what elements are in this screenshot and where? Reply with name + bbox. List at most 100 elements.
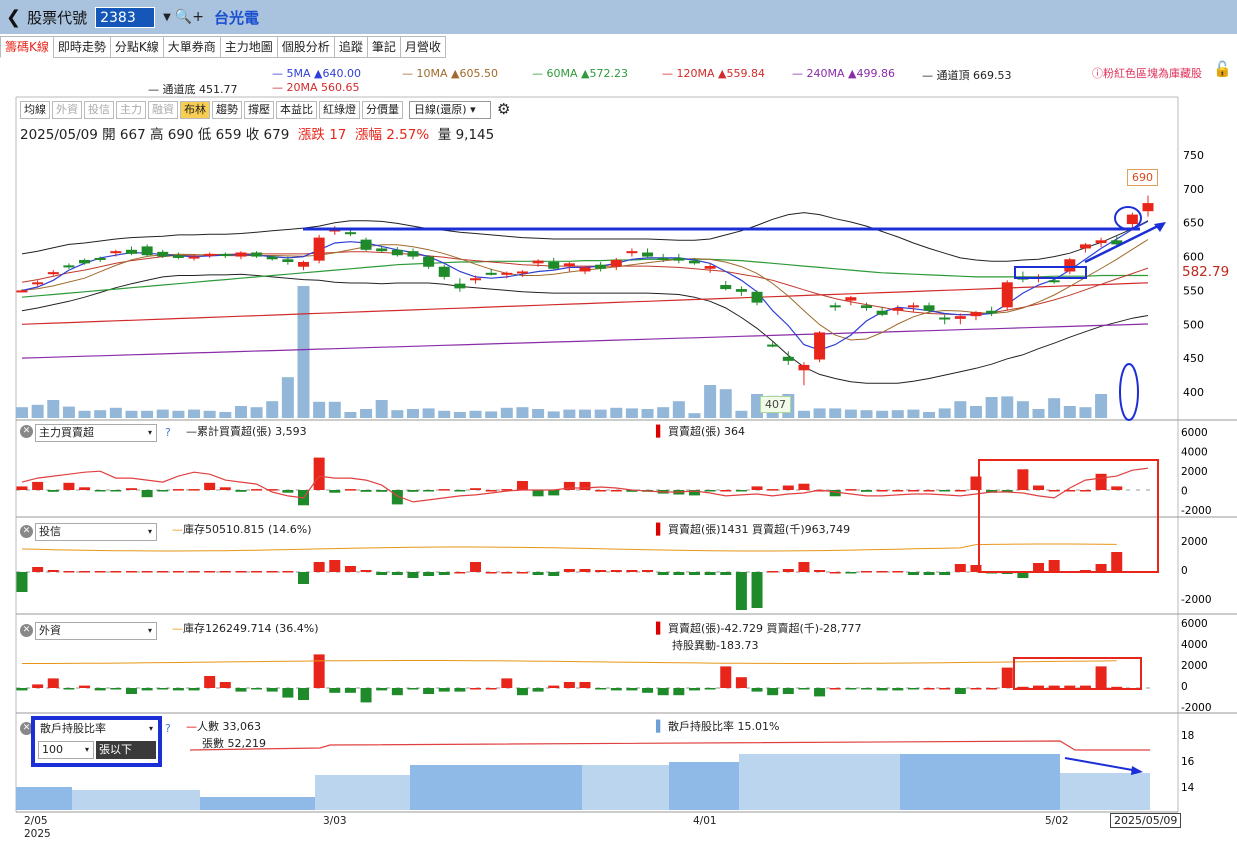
ma-lines	[21, 220, 1149, 359]
ma60-text: 60MA ▲572.23	[546, 67, 628, 80]
net-bar	[376, 490, 388, 492]
tab-big-broker[interactable]: 大單券商	[162, 36, 221, 58]
net-bar	[532, 572, 544, 575]
candle-body	[579, 267, 591, 272]
main-force-panel: 6000 4000 2000 0 -2000	[16, 427, 1212, 517]
gear-icon[interactable]: ⚙	[497, 100, 511, 118]
net-bar	[485, 688, 497, 690]
net-bar	[313, 457, 325, 490]
panel2-select[interactable]: 投信 ▾	[35, 523, 157, 541]
panel4-select[interactable]: 散戶持股比率 ▾	[37, 721, 157, 739]
net-bar	[438, 688, 450, 692]
close-panel2-icon[interactable]: ✕	[20, 525, 33, 538]
xaxis-date-1: 2/05	[24, 815, 48, 827]
candle-body	[892, 308, 904, 311]
close-panel4-icon[interactable]: ✕	[20, 722, 33, 735]
candle-body	[47, 272, 59, 275]
period-select[interactable]: 日線(還原) ▾	[409, 101, 491, 119]
net-bar	[251, 489, 263, 491]
btn-ma[interactable]: 均線	[20, 101, 50, 119]
net-bar	[157, 571, 169, 573]
volume-bar	[406, 409, 419, 418]
tab-main-map[interactable]: 主力地圖	[219, 36, 278, 58]
volume-bar	[844, 409, 857, 418]
net-bar	[94, 490, 106, 492]
volume-bar	[1095, 394, 1108, 418]
volume-bar	[954, 401, 967, 418]
net-bar	[532, 490, 544, 497]
net-bar	[657, 688, 669, 696]
volume-bar	[563, 409, 576, 418]
tab-track[interactable]: 追蹤	[333, 36, 368, 58]
stock-code-input[interactable]: 2383	[95, 6, 156, 28]
trust-inventory-line	[21, 543, 1117, 552]
btn-margin[interactable]: 融資	[148, 101, 178, 119]
tab-notes[interactable]: 筆記	[366, 36, 401, 58]
stock-name: 台光電	[213, 8, 259, 27]
bollinger-bands	[21, 212, 1149, 384]
xaxis-date-4: 5/02	[1045, 815, 1069, 827]
btn-support[interactable]: 撐壓	[244, 101, 274, 119]
panel4-help-icon[interactable]: ?	[165, 722, 171, 735]
net-bar	[548, 490, 560, 496]
btn-price-volume[interactable]: 分價量	[362, 101, 403, 119]
candle-body	[1095, 240, 1107, 244]
net-bar	[751, 572, 763, 608]
retail-ratio-area	[900, 754, 1060, 810]
panel1-help-icon[interactable]: ?	[165, 426, 171, 439]
net-bar	[219, 682, 231, 688]
panel4-sub-select[interactable]: 100 ▾	[38, 741, 94, 759]
axis-tick: 6000	[1181, 427, 1208, 439]
indicator-toolbar: 均線 外資 投信 主力 融資 布林 趨勢 撐壓 本益比 紅綠燈 分價量 日線(還…	[20, 101, 510, 119]
panel4-legend-swatch: ▌	[656, 720, 665, 733]
volume-bar	[516, 407, 529, 418]
volume-bar	[422, 408, 435, 418]
close-panel3-icon[interactable]: ✕	[20, 624, 33, 637]
candle-body	[720, 285, 732, 290]
candle-body	[454, 283, 466, 289]
net-bar	[63, 482, 75, 490]
btn-pe[interactable]: 本益比	[276, 101, 317, 119]
treasury-note: ⓘ粉紅色區塊為庫藏股	[1092, 67, 1202, 80]
btn-bollinger[interactable]: 布林	[180, 101, 210, 119]
lock-icon[interactable]: 🔓	[1213, 60, 1232, 78]
search-add-icon[interactable]: 🔍+	[174, 9, 204, 25]
tab-analysis[interactable]: 個股分析	[276, 36, 335, 58]
btn-trend[interactable]: 趨勢	[212, 101, 242, 119]
candle-body	[548, 261, 560, 269]
close-panel1-icon[interactable]: ✕	[20, 425, 33, 438]
back-icon[interactable]: ❮	[6, 6, 22, 28]
panel1-select[interactable]: 主力買賣超 ▾	[35, 424, 157, 442]
chevron-down-icon[interactable]: ▼	[163, 11, 171, 23]
candle-body	[814, 332, 826, 360]
btn-traffic-light[interactable]: 紅綠燈	[319, 101, 360, 119]
net-bar	[516, 481, 528, 490]
retail-people-line	[189, 740, 1150, 751]
tab-branch-kline[interactable]: 分點K線	[109, 36, 164, 58]
volume-bar	[156, 409, 169, 418]
candle-body	[79, 259, 91, 264]
btn-main[interactable]: 主力	[116, 101, 146, 119]
btn-foreign[interactable]: 外資	[52, 101, 82, 119]
panel3-select[interactable]: 外資 ▾	[35, 622, 157, 640]
net-bar	[907, 688, 919, 690]
tab-chip-kline[interactable]: 籌碼K線	[0, 36, 54, 58]
net-bar	[923, 490, 935, 492]
net-bar	[125, 488, 137, 490]
net-bar	[204, 676, 216, 688]
info-close-label: 收	[245, 127, 260, 143]
volume-bar	[469, 410, 482, 418]
btn-trust[interactable]: 投信	[84, 101, 114, 119]
net-bar	[94, 688, 106, 691]
tab-realtime[interactable]: 即時走勢	[52, 36, 111, 58]
tab-monthly-revenue[interactable]: 月營收	[399, 36, 446, 58]
panel2-chevron-icon: ▾	[147, 527, 152, 536]
axis-tick: 0	[1181, 565, 1188, 577]
legend-channel-bottom: — 通道底 451.77	[148, 83, 238, 96]
net-bar	[876, 688, 888, 691]
volume-bar	[985, 397, 998, 418]
net-bar	[32, 481, 44, 490]
legend-ma120: — 120MA ▲559.84	[662, 67, 765, 80]
candle-body	[1142, 203, 1154, 212]
volume-bar	[62, 406, 75, 418]
